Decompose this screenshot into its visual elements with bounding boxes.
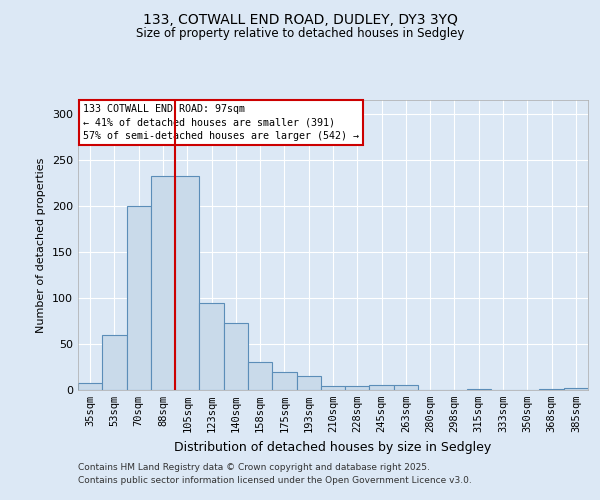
X-axis label: Distribution of detached houses by size in Sedgley: Distribution of detached houses by size …: [175, 440, 491, 454]
Bar: [345, 386, 370, 390]
Bar: [199, 302, 224, 390]
Bar: [296, 376, 321, 390]
Bar: [248, 362, 272, 390]
Bar: [102, 335, 127, 390]
Bar: [321, 386, 345, 390]
Bar: [370, 386, 394, 390]
Text: 133 COTWALL END ROAD: 97sqm
← 41% of detached houses are smaller (391)
57% of se: 133 COTWALL END ROAD: 97sqm ← 41% of det…: [83, 104, 359, 141]
Text: 133, COTWALL END ROAD, DUDLEY, DY3 3YQ: 133, COTWALL END ROAD, DUDLEY, DY3 3YQ: [143, 12, 457, 26]
Bar: [175, 176, 199, 390]
Text: Size of property relative to detached houses in Sedgley: Size of property relative to detached ho…: [136, 28, 464, 40]
Bar: [467, 389, 491, 390]
Bar: [127, 206, 151, 390]
Bar: [394, 386, 418, 390]
Text: Contains HM Land Registry data © Crown copyright and database right 2025.: Contains HM Land Registry data © Crown c…: [78, 464, 430, 472]
Y-axis label: Number of detached properties: Number of detached properties: [37, 158, 46, 332]
Text: Contains public sector information licensed under the Open Government Licence v3: Contains public sector information licen…: [78, 476, 472, 485]
Bar: [224, 323, 248, 390]
Bar: [539, 389, 564, 390]
Bar: [272, 372, 296, 390]
Bar: [151, 176, 175, 390]
Bar: [78, 382, 102, 390]
Bar: [564, 388, 588, 390]
